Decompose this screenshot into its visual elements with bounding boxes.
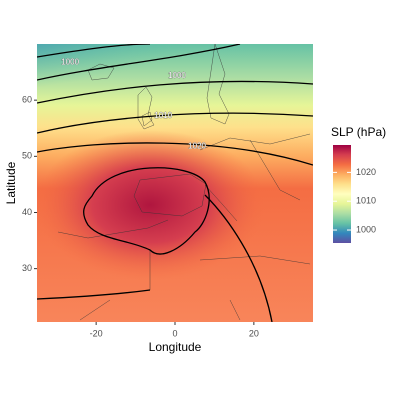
y-tick-label: 30 (22, 263, 32, 273)
y-tick-label: 40 (22, 207, 32, 217)
x-tick-label: -20 (90, 328, 103, 338)
y-tick-label: 60 (22, 95, 32, 105)
field (37, 44, 313, 322)
contour-label: 1000 (168, 71, 186, 80)
legend-tick-label: 1000 (356, 224, 376, 234)
legend-title: SLP (hPa) (331, 125, 386, 139)
contour-label: 1010 (154, 111, 172, 120)
x-tick-label: 20 (249, 328, 259, 338)
contour-label: 1000 (61, 58, 79, 67)
x-axis-title: Longitude (149, 340, 202, 354)
legend-tick-label: 1020 (356, 167, 376, 177)
y-axis-title: Latitude (4, 161, 18, 204)
y-tick-label: 50 (22, 151, 32, 161)
contour-label: 1020 (188, 141, 206, 150)
colorbar (333, 145, 351, 243)
x-tick-label: 0 (172, 328, 177, 338)
legend-tick-label: 1010 (356, 196, 376, 206)
